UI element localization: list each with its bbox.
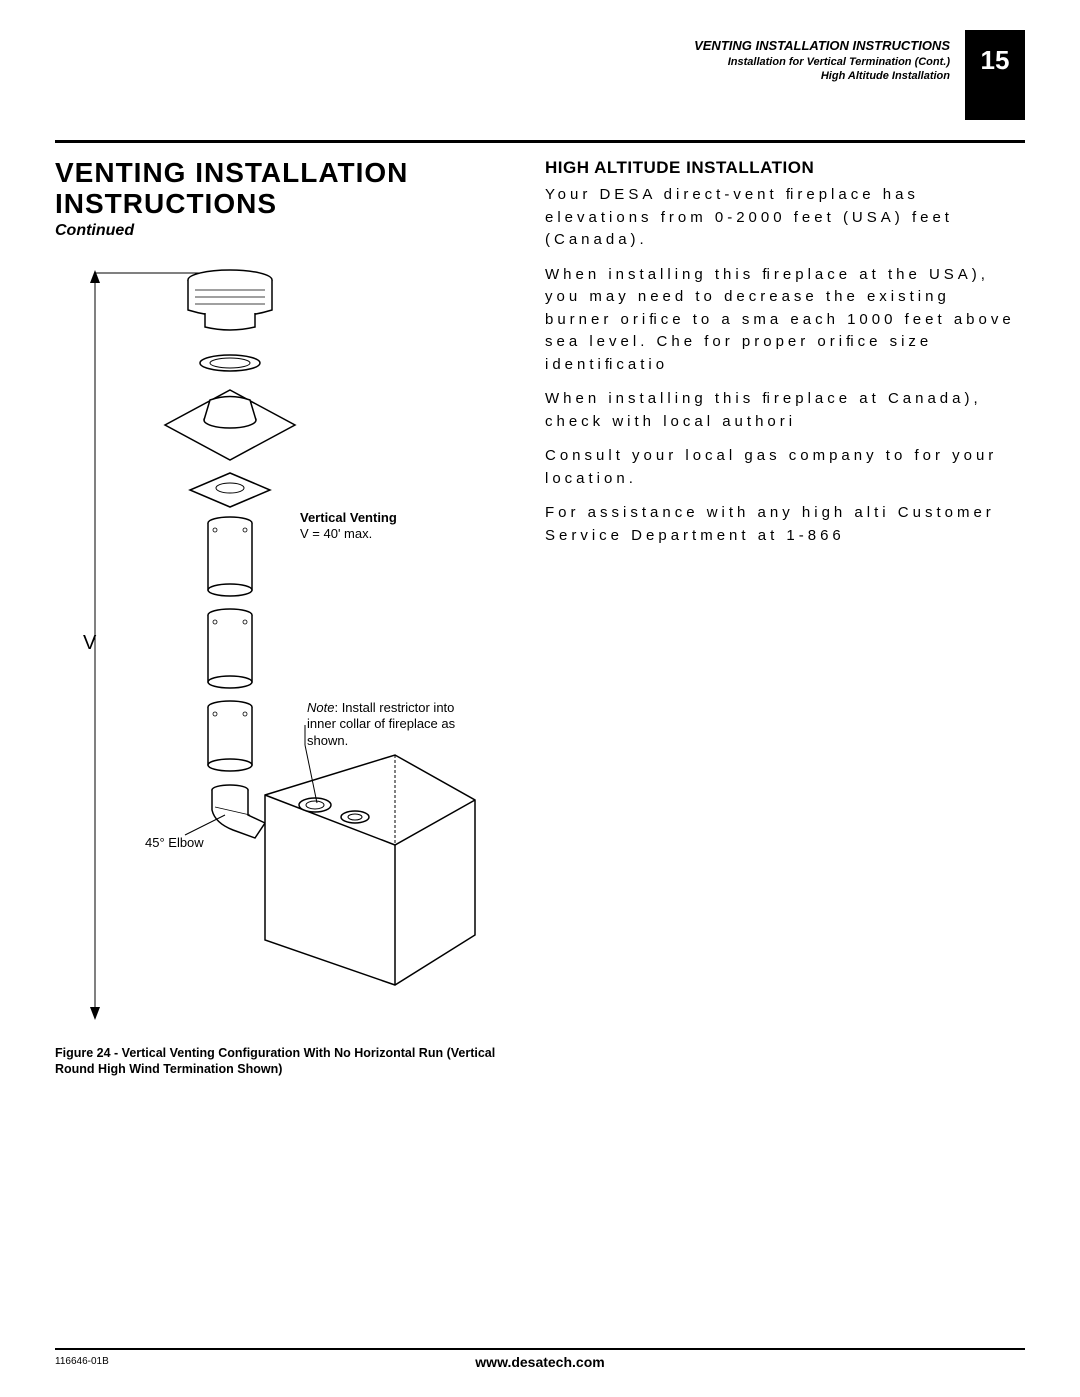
header-breadcrumb: VENTING INSTALLATION INSTRUCTIONS Instal… — [694, 30, 950, 83]
header-line1: VENTING INSTALLATION INSTRUCTIONS — [694, 38, 950, 55]
para-4: Consult your local gas company to for yo… — [545, 445, 1025, 490]
pipe-section-1 — [208, 517, 252, 596]
v-dimension-label: V — [83, 630, 96, 656]
diagram-svg — [55, 255, 515, 1035]
page-header: VENTING INSTALLATION INSTRUCTIONS Instal… — [55, 30, 1025, 120]
doc-id: 116646-01B — [55, 1356, 109, 1367]
para-1: Your DESA direct-vent ﬁreplace has eleva… — [545, 184, 1025, 252]
footer-url: www.desatech.com — [475, 1354, 604, 1370]
pipe-section-2 — [208, 609, 252, 688]
termination-cap — [188, 270, 272, 330]
vertical-venting-title: Vertical Venting — [300, 510, 470, 527]
figure-caption: Figure 24 - Vertical Venting Configurati… — [55, 1045, 515, 1078]
left-column: VENTING INSTALLATION INSTRUCTIONS Contin… — [55, 158, 515, 1077]
page-footer: 116646-01B www.desatech.com — [55, 1348, 1025, 1367]
fireplace-box — [265, 725, 475, 985]
firestop — [190, 473, 270, 507]
header-line3: High Altitude Installation — [694, 69, 950, 83]
flashing — [165, 390, 295, 460]
para-5: For assistance with any high alti Custom… — [545, 502, 1025, 547]
restrictor-note: Note: Install restrictor into inner coll… — [307, 700, 477, 751]
note-prefix: Note — [307, 700, 334, 715]
footer-divider — [55, 1348, 1025, 1350]
para-3: When installing this ﬁreplace at Canada)… — [545, 388, 1025, 433]
high-altitude-heading: HIGH ALTITUDE INSTALLATION — [545, 158, 1025, 178]
pipe-section-3 — [208, 701, 252, 771]
right-column: HIGH ALTITUDE INSTALLATION Your DESA dir… — [545, 158, 1025, 1077]
continued-label: Continued — [55, 222, 515, 240]
vertical-venting-value: V = 40' max. — [300, 526, 470, 543]
elbow-label: 45° Elbow — [145, 835, 204, 852]
para-2: When installing this ﬁreplace at the USA… — [545, 264, 1025, 377]
vertical-venting-label: Vertical Venting V = 40' max. — [300, 510, 470, 544]
header-divider — [55, 140, 1025, 143]
elbow-45 — [212, 785, 265, 838]
venting-diagram: Vertical Venting V = 40' max. Note: Inst… — [55, 255, 515, 1035]
content-area: VENTING INSTALLATION INSTRUCTIONS Contin… — [55, 158, 1025, 1077]
page-number: 15 — [965, 30, 1025, 120]
section-title: VENTING INSTALLATION INSTRUCTIONS — [55, 158, 515, 220]
header-line2: Installation for Vertical Termination (C… — [694, 55, 950, 69]
